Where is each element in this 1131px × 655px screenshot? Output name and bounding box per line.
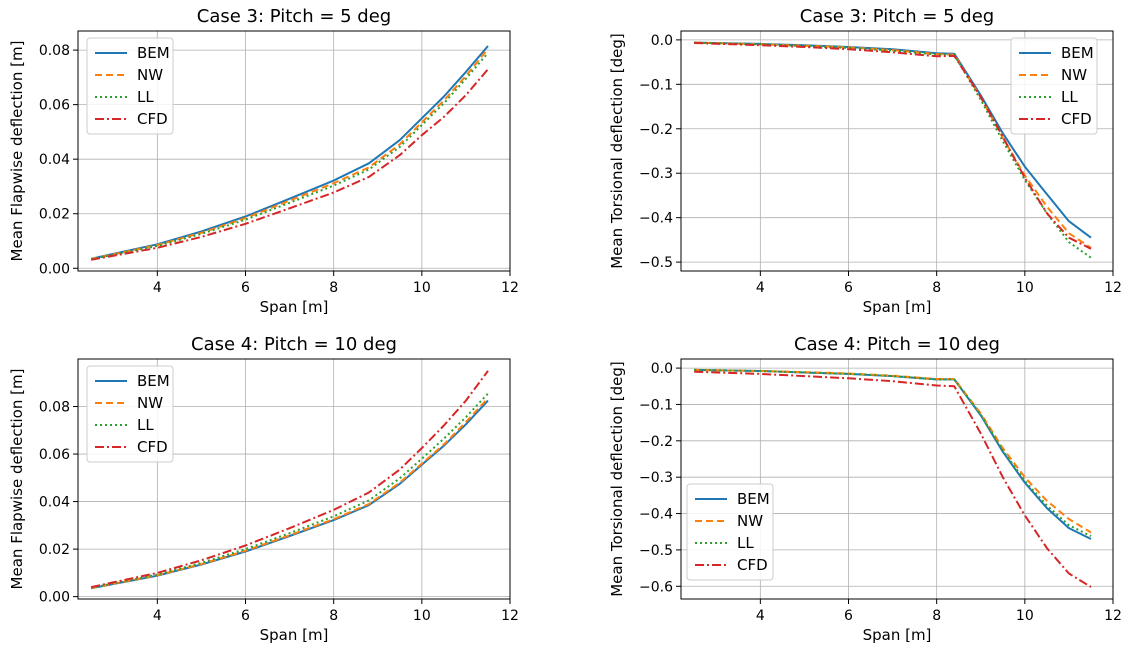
legend: BEM NW LL CFD — [1010, 37, 1098, 135]
y-tick-label: −0.5 — [639, 543, 673, 559]
y-tick-label: −0.3 — [639, 166, 673, 182]
x-axis-label: Span [m] — [260, 626, 329, 644]
legend-label-nw: NW — [137, 66, 163, 84]
series-line-ll — [91, 52, 489, 261]
y-tick-label: 0.0 — [651, 33, 673, 49]
legend-label-ll: LL — [137, 416, 154, 434]
legend-label-cfd: CFD — [737, 556, 768, 574]
legend-label-bem: BEM — [737, 490, 770, 508]
y-tick-label: 0.02 — [39, 542, 70, 558]
series-line-cfd — [694, 42, 1092, 250]
panel-title: Case 3: Pitch = 5 deg — [197, 6, 391, 27]
y-tick-label: 0.00 — [39, 590, 70, 606]
y-tick-label: −0.4 — [639, 211, 673, 227]
x-axis-label: Span [m] — [863, 626, 932, 644]
x-tick-label: 4 — [756, 280, 765, 296]
legend-box — [686, 483, 774, 581]
x-tick-label: 6 — [844, 280, 853, 296]
x-tick-label: 6 — [844, 608, 853, 624]
panel-3: 4 6 8 10 12 0.00 0.02 0.04 0.06 0.08 Case 4: Pitch… — [8, 334, 519, 644]
y-tick-label: 0.08 — [39, 43, 70, 59]
x-tick-label: 12 — [1104, 608, 1122, 624]
x-axis-label: Span [m] — [863, 298, 932, 316]
y-axis-label: Mean Torsional deflection [deg] — [608, 33, 626, 269]
legend-box — [86, 37, 174, 135]
x-axis-label: Span [m] — [260, 298, 329, 316]
legend: BEM NW LL CFD — [86, 365, 174, 463]
y-axis-label: Mean Flapwise deflection [m] — [8, 369, 26, 590]
x-tick-label: 10 — [413, 280, 431, 296]
plot-frame — [680, 30, 1114, 272]
y-tick-label: 0.06 — [39, 447, 70, 463]
legend-label-cfd: CFD — [137, 438, 168, 456]
x-tick-label: 10 — [1016, 280, 1034, 296]
y-tick-label: −0.1 — [639, 397, 673, 413]
legend-label-bem: BEM — [137, 372, 170, 390]
legend-label-nw: NW — [1061, 66, 1087, 84]
legend-label-ll: LL — [737, 534, 754, 552]
panel-4: 4 6 8 10 12 0.0 −0.1 −0.2 −0.3 −0.4 −0.5 −0.6 Case 4… — [608, 334, 1122, 644]
panel-title: Case 4: Pitch = 10 deg — [191, 334, 397, 355]
plot-frame — [77, 30, 511, 272]
series-line-nw — [90, 48, 489, 260]
series-line-cfd — [694, 370, 1092, 588]
x-tick-label: 12 — [501, 280, 519, 296]
panel-2: 4 6 8 10 12 0.0 −0.1 −0.2 −0.3 −0.4 −0.5 Case 3: Pi… — [608, 6, 1122, 316]
y-tick-label: 0.02 — [39, 207, 70, 223]
panel-1: 4 6 8 10 12 0.00 0.02 0.04 0.06 0.08 Case 3: Pitch… — [8, 6, 519, 316]
x-tick-label: 4 — [756, 608, 765, 624]
y-tick-label: 0.06 — [39, 98, 70, 114]
x-tick-label: 4 — [153, 608, 162, 624]
legend: BEM NW LL CFD — [686, 483, 774, 581]
x-tick-label: 8 — [932, 280, 941, 296]
series-line-ll — [91, 392, 489, 589]
x-tick-label: 12 — [1104, 280, 1122, 296]
y-axis-label: Mean Flapwise deflection [m] — [8, 41, 26, 262]
panel-title: Case 3: Pitch = 5 deg — [800, 6, 994, 27]
x-tick-label: 6 — [241, 608, 250, 624]
legend-box — [86, 365, 174, 463]
panel-title: Case 4: Pitch = 10 deg — [794, 334, 1000, 355]
x-tick-label: 8 — [329, 608, 338, 624]
y-tick-label: −0.1 — [639, 77, 673, 93]
x-tick-label: 12 — [501, 608, 519, 624]
y-tick-label: −0.2 — [639, 434, 673, 450]
x-tick-label: 8 — [329, 280, 338, 296]
y-tick-label: −0.5 — [639, 255, 673, 271]
y-tick-label: −0.4 — [639, 507, 673, 523]
legend-label-nw: NW — [137, 394, 163, 412]
plot-frame — [77, 358, 511, 600]
y-axis-label: Mean Torsional deflection [deg] — [608, 361, 626, 597]
legend-label-ll: LL — [1061, 88, 1078, 106]
y-tick-label: −0.2 — [639, 122, 673, 138]
y-tick-label: 0.04 — [39, 495, 70, 511]
series-line-bem — [90, 45, 489, 260]
legend-label-cfd: CFD — [137, 110, 168, 128]
legend-label-cfd: CFD — [1061, 110, 1092, 128]
legend-label-bem: BEM — [137, 44, 170, 62]
x-tick-label: 8 — [932, 608, 941, 624]
x-tick-label: 6 — [241, 280, 250, 296]
legend-label-ll: LL — [137, 88, 154, 106]
series-line-cfd — [91, 68, 489, 261]
series-line-ll — [694, 368, 1092, 537]
x-tick-label: 10 — [413, 608, 431, 624]
y-tick-label: 0.0 — [651, 361, 673, 377]
y-tick-label: 0.00 — [39, 261, 70, 277]
legend-box — [1010, 37, 1098, 135]
legend: BEM NW LL CFD — [86, 37, 174, 135]
x-tick-label: 10 — [1016, 608, 1034, 624]
y-tick-label: 0.04 — [39, 152, 70, 168]
series-line-nw — [91, 397, 489, 590]
legend-label-nw: NW — [737, 512, 763, 530]
legend-label-bem: BEM — [1061, 44, 1094, 62]
series-line-cfd — [90, 370, 489, 589]
y-tick-label: 0.08 — [39, 400, 70, 416]
y-tick-label: −0.3 — [639, 470, 673, 486]
x-tick-label: 4 — [153, 280, 162, 296]
y-tick-label: −0.6 — [639, 579, 673, 595]
plot-frame — [680, 358, 1114, 600]
